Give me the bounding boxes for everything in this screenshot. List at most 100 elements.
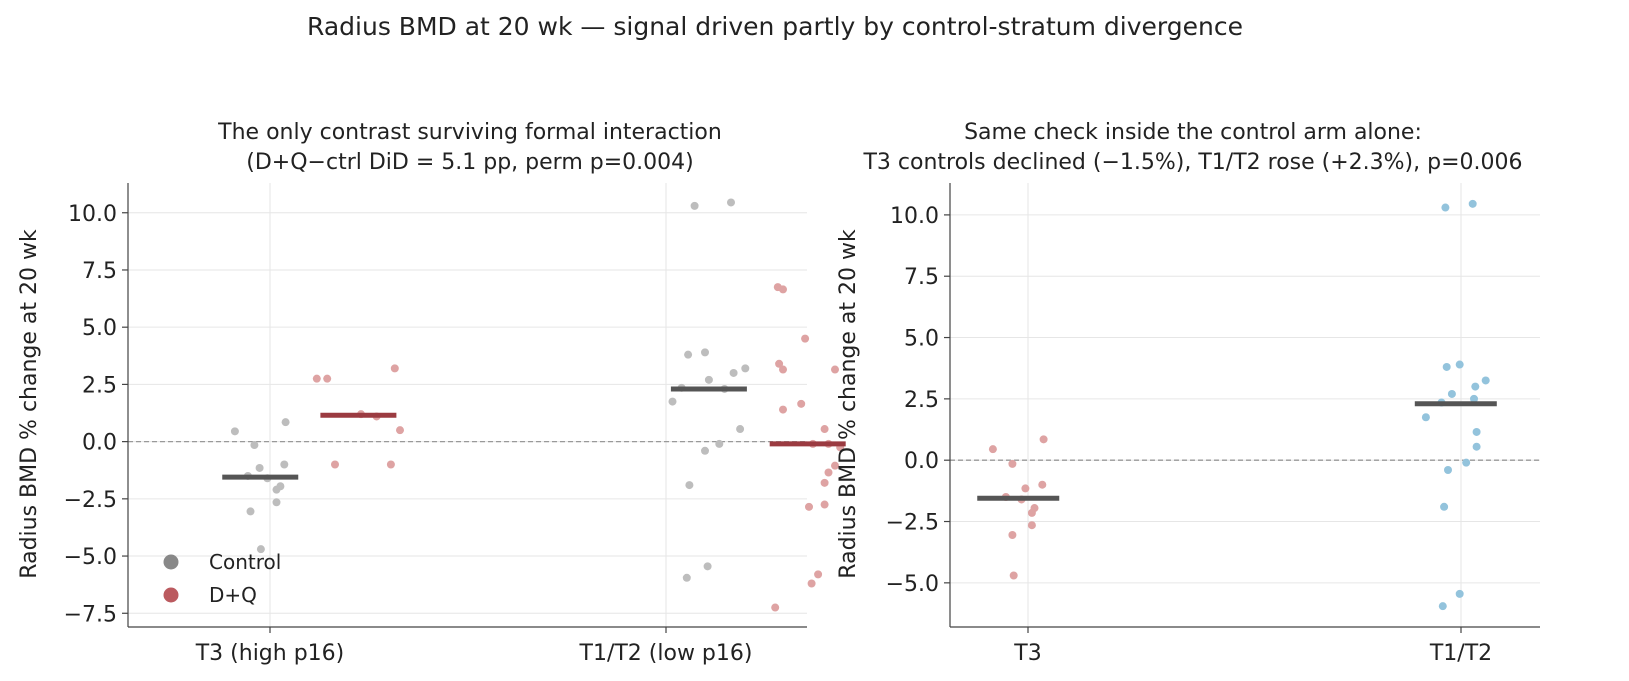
x-tick-label: T3 (1013, 641, 1041, 666)
data-point (715, 439, 724, 448)
data-point (690, 201, 699, 210)
panel-left-ylabel: Radius BMD % change at 20 wk (17, 229, 42, 579)
data-point (1468, 199, 1477, 208)
data-point (682, 573, 691, 582)
data-point (1481, 376, 1490, 385)
data-point (281, 418, 290, 427)
panel-left-title-line2: (D+Q−ctrl DiD = 5.1 pp, perm p=0.004) (246, 150, 693, 175)
data-point (331, 460, 339, 469)
panel-right-title-line1: Same check inside the control arm alone: (964, 120, 1422, 145)
data-point (807, 579, 816, 588)
data-point (820, 478, 829, 487)
data-point (1462, 458, 1471, 467)
legend-dq-marker (163, 587, 179, 603)
data-point (1030, 504, 1039, 513)
data-point (820, 425, 829, 434)
data-point (701, 348, 709, 357)
data-point (988, 445, 997, 454)
data-point (280, 460, 289, 469)
data-point (801, 334, 810, 343)
data-point (668, 397, 677, 406)
data-point (1009, 571, 1018, 580)
data-point (1470, 394, 1478, 403)
y-tick-label: −2.5 (64, 488, 117, 513)
data-point (1421, 413, 1430, 422)
panel-right-grid (950, 183, 1540, 627)
y-tick-label: −2.5 (886, 511, 939, 536)
data-point (1021, 484, 1030, 493)
y-tick-label: 5.0 (904, 327, 939, 352)
data-point (1008, 531, 1017, 540)
data-point (779, 405, 787, 414)
panel-right-marks (977, 199, 1497, 611)
data-point (323, 374, 332, 383)
panel-left-grid (128, 183, 807, 627)
data-point (1472, 427, 1481, 436)
data-point (831, 365, 839, 374)
data-point (390, 364, 399, 373)
legend-control-label: Control (209, 550, 281, 574)
data-point (820, 500, 829, 509)
legend: Control D+Q (163, 550, 281, 607)
data-point (246, 507, 255, 516)
y-tick-label: −5.0 (886, 572, 939, 597)
data-point (1027, 521, 1036, 530)
panel-left-marks (222, 198, 846, 612)
data-point (701, 446, 709, 455)
data-point (1008, 459, 1017, 468)
data-point (230, 427, 239, 436)
data-point (704, 375, 713, 384)
data-point (805, 502, 813, 511)
data-point (1471, 382, 1480, 391)
y-tick-label: −7.5 (64, 602, 117, 627)
data-point (386, 460, 395, 469)
data-point (771, 603, 780, 612)
data-point (736, 425, 745, 434)
panel-right-axes: −5.0 −2.5 0.0 2.5 5.0 7.5 10.0 T3 T1/T2 (886, 183, 1540, 666)
data-point (250, 441, 259, 450)
data-point (779, 365, 787, 374)
data-point (824, 468, 833, 477)
panel-right-ylabel: Radius BMD % change at 20 wk (836, 229, 861, 579)
data-point (1441, 203, 1450, 212)
y-tick-label: −5.0 (64, 545, 117, 570)
figure-title: Radius BMD at 20 wk — signal driven part… (307, 12, 1243, 41)
data-point (1455, 589, 1464, 598)
data-point (1440, 502, 1449, 511)
legend-control-marker (163, 554, 179, 570)
y-tick-label: 0.0 (82, 431, 117, 456)
data-point (797, 399, 806, 408)
data-point (1442, 362, 1451, 371)
panel-left: The only contrast surviving formal inter… (17, 120, 846, 666)
panel-left-title-line1: The only contrast surviving formal inter… (217, 120, 722, 145)
data-point (396, 426, 404, 435)
data-point (685, 481, 694, 490)
y-tick-label: 7.5 (82, 259, 117, 284)
data-point (256, 545, 265, 554)
data-point (272, 498, 281, 507)
data-point (1444, 466, 1452, 475)
data-point (1447, 389, 1456, 398)
y-tick-label: 5.0 (82, 316, 117, 341)
y-tick-label: 2.5 (904, 388, 939, 413)
data-point (741, 364, 750, 373)
data-point (276, 482, 285, 491)
data-point (814, 570, 823, 579)
panel-right: Same check inside the control arm alone:… (836, 120, 1540, 666)
panel-right-title-line2: T3 controls declined (−1.5%), T1/T2 rose… (862, 150, 1522, 175)
legend-dq-label: D+Q (209, 583, 257, 607)
x-tick-label: T1/T2 (low p16) (579, 641, 753, 666)
data-point (1438, 602, 1447, 611)
data-point (255, 463, 264, 472)
y-tick-label: 10.0 (68, 202, 117, 227)
y-tick-label: 0.0 (904, 449, 939, 474)
data-point (1038, 480, 1047, 489)
data-point (1472, 442, 1481, 451)
data-point (779, 285, 787, 294)
y-tick-label: 2.5 (82, 373, 117, 398)
data-point (312, 374, 321, 383)
data-point (831, 461, 839, 470)
data-point (684, 350, 693, 359)
data-point (729, 368, 738, 377)
